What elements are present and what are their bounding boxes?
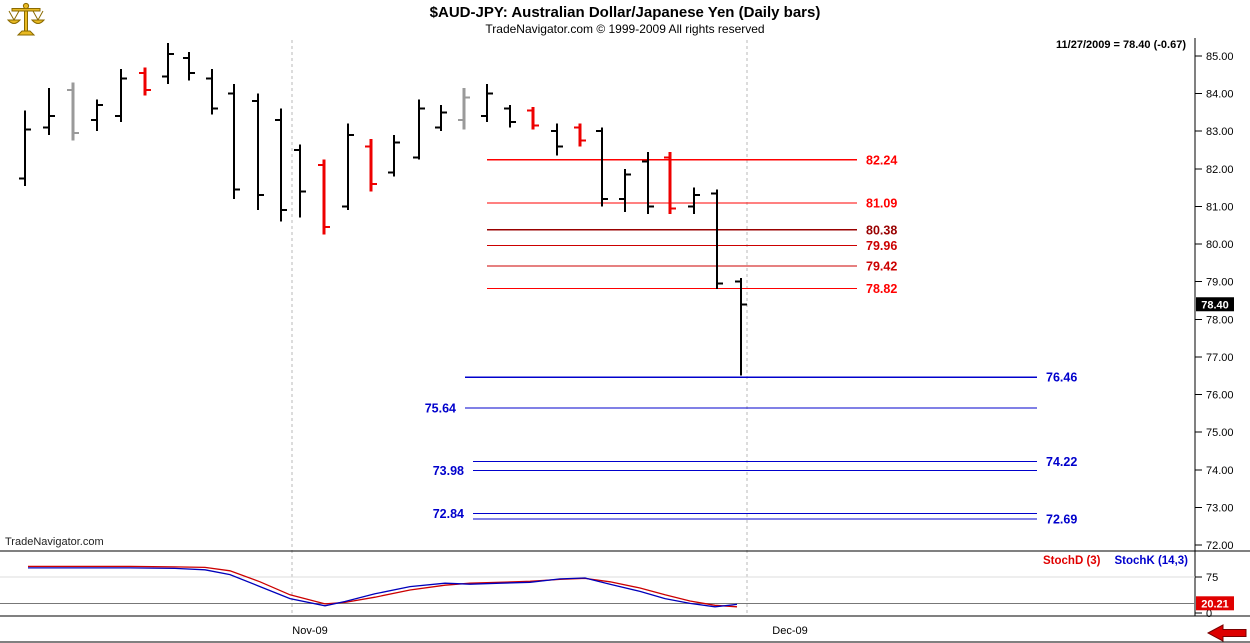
y-axis-label: 85.00 <box>1206 51 1234 63</box>
stoch-legend: StochD (3) StochK (14,3) <box>1043 555 1188 567</box>
stochk-label[interactable]: StochK (14,3) <box>1114 555 1189 567</box>
stochd-label[interactable]: StochD (3) <box>1043 555 1101 567</box>
y-axis-label: 79.00 <box>1206 277 1234 289</box>
level-label-72.69: 72.69 <box>1046 513 1077 527</box>
y-axis-label: 82.00 <box>1206 164 1234 176</box>
stoch-axis-label: 75 <box>1206 572 1218 584</box>
y-axis-label: 80.00 <box>1206 239 1234 251</box>
level-label-79.96: 79.96 <box>866 239 897 253</box>
y-axis-label: 72.00 <box>1206 540 1234 552</box>
level-label-82.24: 82.24 <box>866 153 897 167</box>
stoch-line-StochD <box>28 565 738 608</box>
scales-icon <box>6 2 46 36</box>
level-label-81.09: 81.09 <box>866 197 897 211</box>
stoch-value-badge <box>1196 596 1234 611</box>
app-logo-icon <box>6 2 46 45</box>
scroll-left-icon[interactable] <box>1207 624 1247 642</box>
level-label-73.98: 73.98 <box>433 464 464 478</box>
level-label-80.38: 80.38 <box>866 223 897 237</box>
watermark: TradeNavigator.com <box>5 536 104 548</box>
chart-subtitle: TradeNavigator.com © 1999-2009 All right… <box>485 22 765 36</box>
stoch-axis-label: 0 <box>1206 608 1212 620</box>
level-label-76.46: 76.46 <box>1046 371 1077 385</box>
last-price-badge-text: 78.40 <box>1201 299 1229 311</box>
y-axis-label: 74.00 <box>1206 465 1234 477</box>
level-label-78.82: 78.82 <box>866 282 897 296</box>
level-label-79.42: 79.42 <box>866 259 897 273</box>
y-axis-label: 75.00 <box>1206 427 1234 439</box>
stoch-line-StochK <box>28 567 738 608</box>
level-label-74.22: 74.22 <box>1046 455 1077 469</box>
y-axis-label: 81.00 <box>1206 201 1234 213</box>
stoch-value-badge-text: 20.21 <box>1201 598 1229 610</box>
level-label-72.84: 72.84 <box>433 507 464 521</box>
y-axis-label: 84.00 <box>1206 89 1234 101</box>
last-quote-info: 11/27/2009 = 78.40 (-0.67) <box>1056 39 1186 51</box>
level-label-75.64: 75.64 <box>425 402 456 416</box>
x-axis-label: Nov-09 <box>292 625 328 637</box>
last-price-badge <box>1196 297 1234 312</box>
y-axis-label: 77.00 <box>1206 352 1234 364</box>
y-axis-label: 83.00 <box>1206 126 1234 138</box>
chart-title: $AUD-JPY: Australian Dollar/Japanese Yen… <box>429 4 821 21</box>
y-axis-label: 73.00 <box>1206 502 1234 514</box>
y-axis-label: 78.00 <box>1206 314 1234 326</box>
y-axis-label: 76.00 <box>1206 390 1234 402</box>
x-axis-label: Dec-09 <box>772 625 808 637</box>
